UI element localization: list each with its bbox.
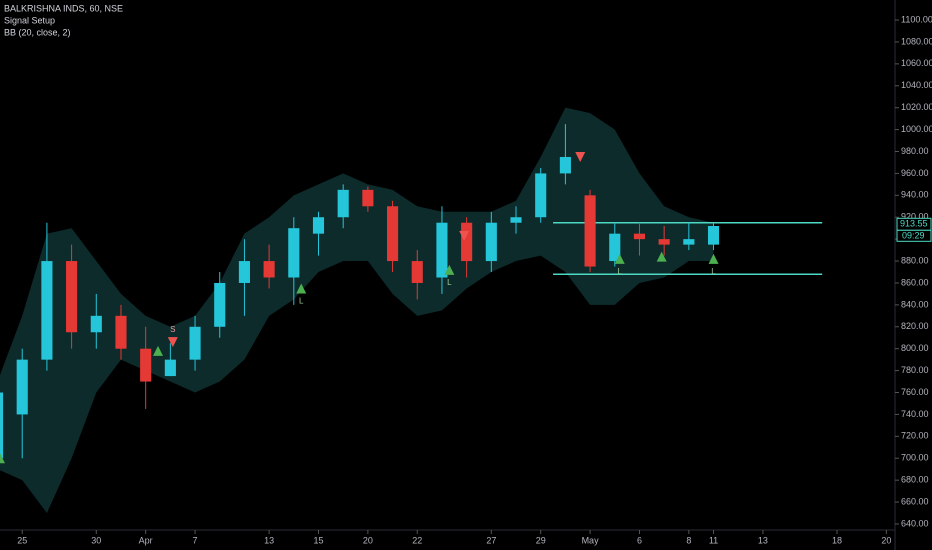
x-tick-label: 15 bbox=[313, 535, 323, 545]
indicator-name: BB (20, close, 2) bbox=[4, 27, 71, 37]
x-tick-label: 25 bbox=[17, 535, 27, 545]
candle-body bbox=[66, 261, 78, 333]
countdown-box bbox=[896, 229, 932, 242]
y-tick-label: 660.00 bbox=[901, 496, 929, 506]
x-tick-label: 20 bbox=[363, 535, 373, 545]
sell-signal bbox=[167, 337, 178, 348]
candle-body bbox=[16, 359, 28, 415]
candle-body bbox=[263, 261, 275, 278]
y-tick-label: 1020.00 bbox=[901, 102, 932, 112]
buy-signal bbox=[656, 251, 667, 262]
y-tick-label: 740.00 bbox=[901, 409, 929, 419]
candle-body bbox=[312, 217, 325, 234]
candle-body bbox=[658, 239, 670, 245]
candle-body bbox=[707, 226, 720, 245]
y-tick-label: 820.00 bbox=[901, 321, 929, 331]
buy-signal bbox=[444, 264, 455, 275]
candle-body bbox=[115, 315, 127, 349]
buy-signal bbox=[296, 283, 307, 294]
candle-body bbox=[164, 359, 176, 377]
x-tick-label: 20 bbox=[881, 535, 891, 545]
sell-signal bbox=[459, 230, 470, 241]
x-tick-label: 7 bbox=[193, 535, 198, 545]
candle-body bbox=[0, 392, 4, 459]
x-tick-label: 13 bbox=[758, 535, 768, 545]
countdown-label: 09:29 bbox=[902, 231, 925, 241]
x-tick-label: 29 bbox=[536, 535, 546, 545]
y-tick-label: 700.00 bbox=[901, 453, 929, 463]
candle-body bbox=[485, 222, 497, 262]
y-tick-label: 640.00 bbox=[901, 518, 929, 528]
x-tick-label: Apr bbox=[139, 535, 153, 545]
y-tick-label: 1100.00 bbox=[901, 14, 932, 24]
candle-body bbox=[140, 348, 152, 382]
y-tick-label: 1000.00 bbox=[901, 124, 932, 134]
y-tick-label: 780.00 bbox=[901, 365, 929, 375]
candle-body bbox=[559, 156, 571, 174]
buy-signal bbox=[614, 253, 625, 264]
signal-label: L bbox=[711, 267, 716, 276]
y-tick-label: 760.00 bbox=[901, 387, 929, 397]
signal-label: L bbox=[447, 278, 452, 287]
x-tick-label: 22 bbox=[412, 535, 422, 545]
y-tick-label: 1040.00 bbox=[901, 80, 932, 90]
candle-body bbox=[584, 195, 596, 267]
y-tick-label: 1060.00 bbox=[901, 58, 932, 68]
y-tick-label: 680.00 bbox=[901, 475, 929, 485]
indicator-name: Signal Setup bbox=[4, 15, 55, 25]
candle-body bbox=[362, 189, 374, 207]
candle-body bbox=[535, 173, 547, 218]
candle-body bbox=[683, 239, 695, 245]
x-tick-label: 30 bbox=[91, 535, 101, 545]
x-tick-label: 13 bbox=[264, 535, 274, 545]
candle-body bbox=[41, 261, 53, 360]
candle-body bbox=[90, 315, 102, 333]
candle-body bbox=[238, 261, 250, 283]
candle-body bbox=[214, 282, 226, 327]
y-tick-label: 960.00 bbox=[901, 168, 929, 178]
x-tick-label: 8 bbox=[686, 535, 691, 545]
signal-label: L bbox=[617, 267, 622, 276]
candle-body bbox=[189, 326, 201, 360]
x-tick-label: May bbox=[582, 535, 600, 545]
candle-body bbox=[633, 233, 646, 240]
candle-body bbox=[510, 217, 522, 223]
plot-area: S L L L L bbox=[0, 107, 823, 514]
candle-body bbox=[337, 189, 349, 218]
sell-signal bbox=[575, 151, 586, 162]
candle-body bbox=[288, 228, 300, 278]
candle-body bbox=[387, 206, 399, 262]
buy-signal bbox=[708, 253, 719, 264]
signal-label: S bbox=[170, 325, 175, 334]
signal-label: L bbox=[299, 297, 304, 306]
y-tick-label: 800.00 bbox=[901, 343, 929, 353]
y-tick-label: 720.00 bbox=[901, 431, 929, 441]
buy-signal bbox=[0, 453, 5, 464]
y-tick-label: 880.00 bbox=[901, 255, 929, 265]
last-price-label: 913.55 bbox=[900, 219, 928, 229]
y-tick-label: 920.00 bbox=[901, 212, 929, 222]
buy-signal bbox=[153, 345, 164, 356]
chart-title: BALKRISHNA INDS, 60, NSE bbox=[4, 3, 123, 13]
y-tick-label: 840.00 bbox=[901, 299, 929, 309]
x-tick-label: 11 bbox=[709, 535, 718, 545]
y-tick-label: 1080.00 bbox=[901, 36, 932, 46]
y-tick-label: 860.00 bbox=[901, 277, 929, 287]
candle-body bbox=[411, 261, 423, 283]
candle-body bbox=[609, 233, 621, 262]
candle-body bbox=[436, 222, 448, 278]
candle-body bbox=[461, 222, 473, 262]
y-tick-label: 940.00 bbox=[901, 190, 929, 200]
x-tick-label: 27 bbox=[486, 535, 496, 545]
x-tick-label: 6 bbox=[637, 535, 642, 545]
y-tick-label: 980.00 bbox=[901, 146, 929, 156]
x-tick-label: 18 bbox=[832, 535, 842, 545]
